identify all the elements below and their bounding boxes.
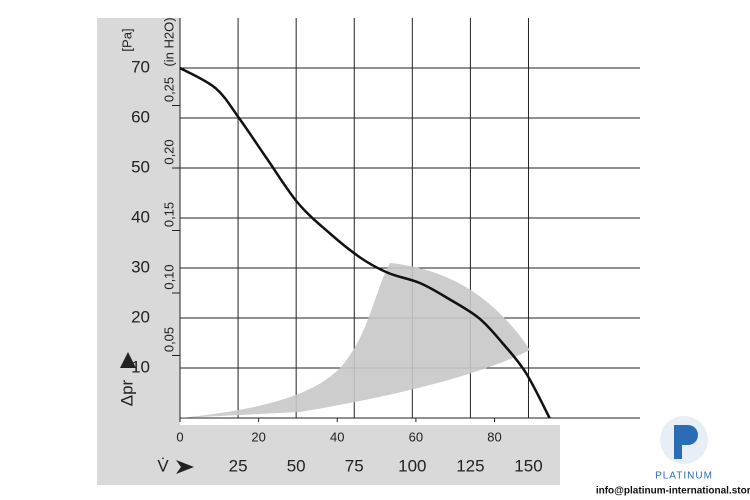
y-axis-label: Δpr [117,379,136,406]
y2-tick-label: 0,10 [161,264,176,289]
y-tick-label: 60 [131,107,150,126]
contact: info@platinum-international.store [596,486,750,497]
logo-p [674,425,698,459]
brand: PLATINUM [655,471,713,482]
y-tick-label: 10 [131,357,150,376]
x-arrow [176,460,194,474]
x2-tick-label: 50 [287,456,306,475]
y2-unit: (in H2O) [161,17,176,66]
x2-tick-label: 25 [229,456,248,475]
fan-curve [179,66,551,419]
x-tick-label: 20 [251,429,265,444]
x-tick-label: 60 [409,429,423,444]
y2-tick-label: 0,15 [161,202,176,227]
y-axis-panel [97,18,180,425]
x-tick-label: 40 [330,429,344,444]
operating-range [180,263,530,418]
y2-tick-label: 0,20 [161,139,176,164]
marks [179,66,551,419]
y2-tick-label: 0,05 [161,327,176,352]
x2-tick-label: 125 [456,456,484,475]
x-tick-label: 80 [487,429,501,444]
x-axis-panel [97,425,560,485]
y-tick-label: 20 [131,307,150,326]
y2-tick-label: 0,25 [161,77,176,102]
y-arrow [120,352,136,368]
y-tick-label: 40 [131,207,150,226]
y-unit: [Pa] [119,28,134,51]
x2-tick-label: 150 [514,456,542,475]
x2-tick-label: 75 [345,456,364,475]
y-tick-label: 70 [131,57,150,76]
y-tick-label: 50 [131,157,150,176]
logo: PLATINUM info@platinum-international.sto… [596,416,750,497]
x2-axis-label: V̇ [157,456,169,475]
y-tick-label: 30 [131,257,150,276]
x-tick-label: 0 [176,429,183,444]
x2-tick-label: 100 [398,456,426,475]
